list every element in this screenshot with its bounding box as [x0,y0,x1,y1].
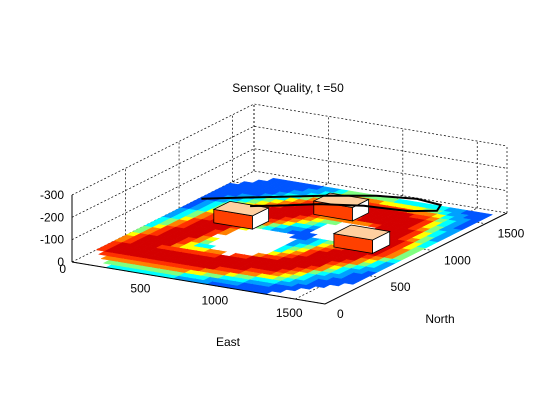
x-tick-label: 1000 [201,294,228,308]
chart-title: Sensor Quality, t =50 [232,81,344,95]
y-tick-label: 1000 [444,253,471,267]
trajectory [201,194,443,213]
y-tick-label: 0 [337,307,344,321]
building-3-top [332,224,391,241]
y-axis-label: North [425,312,454,326]
trajectory-path [201,194,443,213]
z-tick-label: -100 [40,233,64,247]
z-tick-label: -300 [40,188,64,202]
y-tick-label: 500 [391,280,411,294]
y-tick-label: 1500 [498,227,525,241]
z-tick-label: -200 [40,210,64,224]
axes-lines [71,195,508,305]
x-tick-label: 1500 [276,306,303,320]
x-axis-label: East [216,335,241,349]
x-tick-label: 500 [130,281,150,295]
origin-tick-label: 0 [59,262,66,276]
tick-labels: 500 1000 1500 0 500 1000 1500 0 -100 -200 -300 [40,188,525,321]
surface-cell [477,212,494,218]
axis-floor-front [71,212,508,305]
building-1-top [212,200,270,217]
z-tick-label: 0 [57,255,64,269]
